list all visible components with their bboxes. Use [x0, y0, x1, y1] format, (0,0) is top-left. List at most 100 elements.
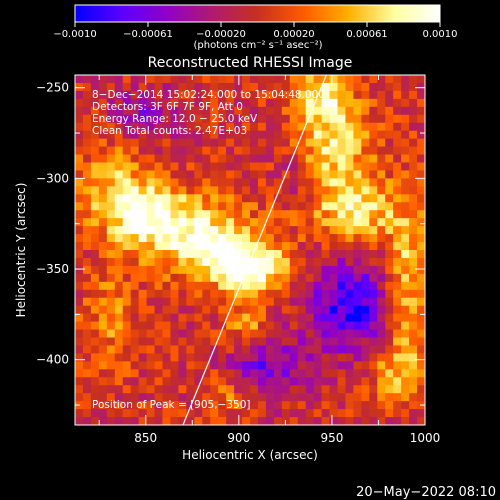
heatmap-cell — [409, 417, 418, 425]
heatmap-cell — [242, 250, 251, 259]
heatmap-cell — [178, 353, 187, 362]
heatmap-cell — [218, 313, 227, 322]
heatmap-cell — [90, 361, 100, 370]
heatmap-cell — [361, 401, 370, 410]
heatmap-cell — [106, 75, 116, 84]
heatmap-cell — [377, 138, 386, 147]
heatmap-cell — [170, 202, 179, 211]
heatmap-cell — [75, 417, 84, 425]
heatmap-cell — [409, 226, 418, 235]
heatmap-cell — [82, 265, 92, 275]
heatmap-cell — [297, 321, 307, 330]
heatmap-cell — [138, 82, 147, 92]
heatmap-cell — [114, 242, 124, 251]
heatmap-cell — [98, 234, 108, 243]
heatmap-cell — [106, 98, 116, 108]
heatmap-cell — [178, 329, 187, 338]
heatmap-cell — [377, 250, 386, 259]
heatmap-cell — [75, 345, 84, 354]
heatmap-cell — [75, 385, 84, 394]
heatmap-cell — [393, 75, 402, 84]
heatmap-cell — [82, 226, 92, 235]
heatmap-cell — [75, 321, 84, 330]
heatmap-cell — [186, 114, 195, 124]
heatmap-cell — [75, 353, 84, 362]
heatmap-cell — [321, 218, 330, 227]
heatmap-cell — [114, 106, 124, 116]
heatmap-cell — [305, 250, 315, 259]
heatmap-cell — [361, 273, 370, 283]
heatmap-cell — [361, 305, 370, 315]
heatmap-cell — [393, 162, 402, 171]
heatmap-cell — [409, 138, 418, 147]
heatmap-cell — [385, 186, 394, 195]
heatmap-cell — [281, 297, 291, 307]
heatmap-cell — [146, 273, 155, 283]
heatmap-cell — [377, 226, 386, 235]
heatmap-cell — [162, 138, 171, 147]
annotation-text: 8−Dec−2014 15:02:24.000 to 15:04:48.000 — [92, 89, 325, 101]
heatmap-cell — [170, 98, 179, 108]
heatmap-cell — [146, 417, 155, 425]
heatmap-cell — [170, 210, 179, 219]
heatmap-cell — [75, 329, 84, 338]
heatmap-cell — [281, 146, 291, 155]
heatmap-cell — [162, 146, 171, 155]
heatmap-cell — [210, 90, 219, 100]
heatmap-cell — [385, 114, 394, 124]
heatmap-cell — [369, 154, 378, 163]
heatmap-cell — [218, 242, 227, 251]
heatmap-cell — [313, 337, 322, 346]
heatmap-cell — [337, 369, 346, 378]
heatmap-cell — [154, 202, 163, 211]
heatmap-cell — [146, 218, 155, 227]
heatmap-cell — [170, 281, 179, 291]
heatmap-cell — [377, 75, 386, 84]
heatmap-cell — [202, 297, 211, 307]
heatmap-cell — [265, 417, 275, 425]
heatmap-cell — [242, 329, 251, 338]
heatmap-cell — [250, 162, 259, 171]
heatmap-cell — [130, 218, 140, 227]
heatmap-cell — [170, 369, 179, 378]
heatmap-cell — [186, 234, 195, 243]
heatmap-cell — [178, 345, 187, 354]
heatmap-cell — [329, 122, 338, 132]
heatmap-cell — [369, 130, 378, 140]
heatmap-cell — [114, 202, 124, 211]
heatmap-cell — [146, 170, 155, 179]
heatmap-cell — [313, 345, 322, 354]
heatmap-cell — [329, 154, 338, 163]
heatmap-cell — [234, 361, 243, 370]
heatmap-cell — [321, 98, 330, 108]
heatmap-cell — [289, 409, 299, 418]
heatmap-cell — [130, 257, 140, 267]
heatmap-cell — [202, 273, 211, 283]
heatmap-cell — [178, 289, 187, 299]
heatmap-cell — [385, 401, 394, 410]
heatmap-cell — [377, 234, 386, 243]
heatmap-cell — [257, 409, 267, 418]
heatmap-cell — [321, 210, 330, 219]
heatmap-cell — [265, 242, 275, 251]
heatmap-cell — [186, 194, 195, 203]
heatmap-cell — [154, 417, 163, 425]
heatmap-cell — [226, 273, 235, 283]
heatmap-cell — [393, 186, 402, 195]
heatmap-cell — [345, 82, 354, 92]
heatmap-cell — [273, 305, 283, 315]
heatmap-cell — [162, 98, 171, 108]
heatmap-cell — [417, 146, 425, 155]
heatmap-cell — [361, 194, 370, 203]
heatmap-cell — [377, 361, 386, 370]
heatmap-cell — [194, 337, 203, 346]
heatmap-cell — [257, 377, 267, 386]
heatmap-cell — [242, 234, 251, 243]
heatmap-cell — [385, 353, 394, 362]
heatmap-cell — [345, 289, 354, 299]
heatmap-cell — [305, 417, 315, 425]
heatmap-cell — [146, 146, 155, 155]
heatmap-cell — [226, 202, 235, 211]
heatmap-cell — [369, 273, 378, 283]
heatmap-cell — [226, 361, 235, 370]
